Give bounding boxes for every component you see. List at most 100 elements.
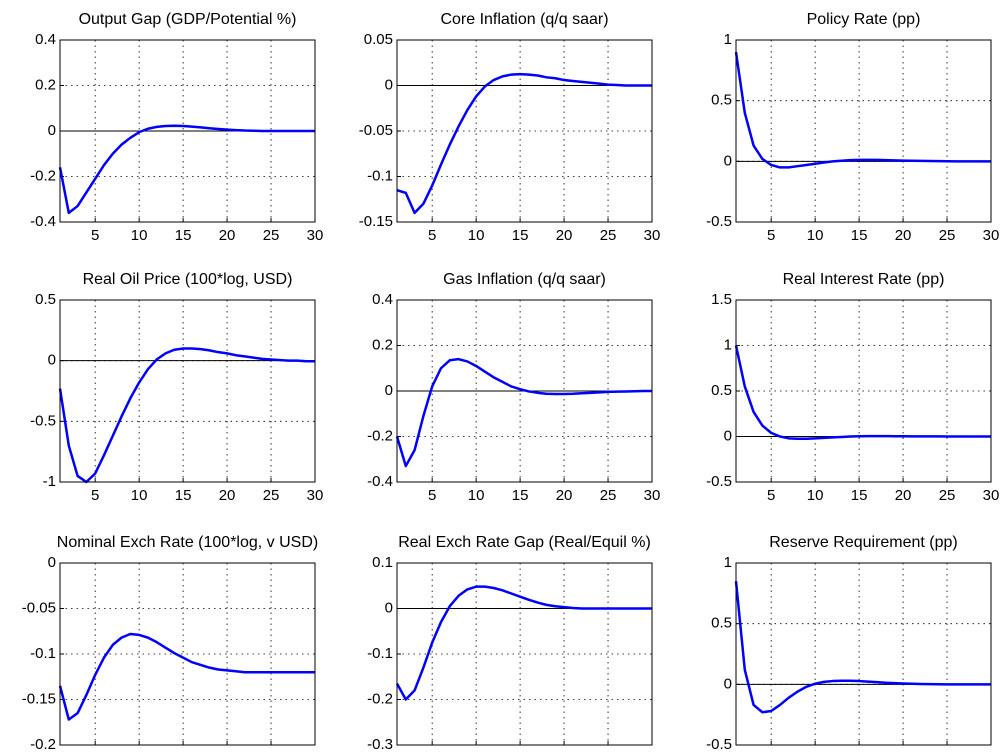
x-tick-label: 20 <box>219 227 236 244</box>
y-tick-label: 1 <box>724 336 732 353</box>
plot-frame <box>59 299 316 483</box>
y-tick-label: -0.1 <box>367 167 393 184</box>
y-tick-label: 0 <box>724 152 732 169</box>
chart-title: Nominal Exch Rate (100*log, v USD) <box>57 534 318 551</box>
plot-frame <box>396 39 653 223</box>
x-tick-label: 15 <box>851 227 868 244</box>
x-tick-label: 25 <box>939 487 956 504</box>
y-tick-label: -0.15 <box>359 213 393 230</box>
y-tick-label: -0.15 <box>22 690 56 707</box>
plot-frame <box>735 299 992 483</box>
y-tick-label: 0.05 <box>364 31 393 48</box>
y-tick-label: 0 <box>48 122 56 139</box>
y-tick-label: 0 <box>385 599 393 616</box>
plot-background <box>736 563 991 745</box>
y-tick-label: -0.4 <box>367 473 393 490</box>
plot-background <box>736 40 991 222</box>
y-tick-label: 1 <box>724 554 732 571</box>
x-tick-label: 10 <box>807 487 824 504</box>
plot-frame <box>59 562 316 746</box>
x-tick-label: 10 <box>468 227 485 244</box>
plot-frame <box>396 299 653 483</box>
x-tick-label: 20 <box>556 487 573 504</box>
chart-title: Real Oil Price (100*log, USD) <box>83 271 293 288</box>
x-tick-label: 25 <box>600 487 617 504</box>
series-line <box>734 581 991 714</box>
plot-frame <box>735 39 992 223</box>
y-tick-label: -0.2 <box>367 690 393 707</box>
x-tick-label: 30 <box>983 227 1000 244</box>
x-tick-label: 30 <box>307 227 324 244</box>
y-tick-label: 0 <box>48 554 56 571</box>
x-tick-label: 30 <box>307 487 324 504</box>
y-tick-label: 0.5 <box>711 382 732 399</box>
series-line <box>58 124 315 215</box>
x-tick-label: 25 <box>600 227 617 244</box>
y-tick-label: 0.4 <box>372 291 393 308</box>
chart-title: Gas Inflation (q/q saar) <box>443 271 606 288</box>
x-tick-label: 10 <box>468 487 485 504</box>
x-tick-label: 5 <box>767 227 775 244</box>
plot-frame <box>59 39 316 223</box>
x-tick-label: 25 <box>939 227 956 244</box>
y-tick-label: 0.2 <box>35 76 56 93</box>
x-tick-label: 5 <box>428 227 436 244</box>
x-tick-label: 10 <box>131 487 148 504</box>
chart-title: Reserve Requirement (pp) <box>769 534 958 551</box>
y-tick-label: -1 <box>43 473 56 490</box>
x-tick-label: 15 <box>512 227 529 244</box>
chart-title: Policy Rate (pp) <box>807 11 921 28</box>
y-tick-label: -0.5 <box>706 736 732 753</box>
chart-title: Real Exch Rate Gap (Real/Equil %) <box>398 534 651 551</box>
y-tick-label: -0.1 <box>367 645 393 662</box>
series-line <box>395 585 652 701</box>
x-tick-label: 25 <box>263 487 280 504</box>
y-tick-label: 0 <box>724 427 732 444</box>
y-tick-label: -0.3 <box>367 736 393 753</box>
y-tick-label: 0 <box>385 76 393 93</box>
x-tick-label: 15 <box>512 487 529 504</box>
series-line <box>58 632 315 721</box>
y-tick-label: -0.1 <box>30 645 56 662</box>
x-tick-label: 5 <box>91 227 99 244</box>
y-tick-label: -0.05 <box>22 599 56 616</box>
y-tick-label: 0.1 <box>372 554 393 571</box>
y-tick-label: 0.4 <box>35 31 56 48</box>
series-line <box>58 347 315 484</box>
chart-title: Output Gap (GDP/Potential %) <box>79 11 297 28</box>
x-tick-label: 30 <box>644 227 661 244</box>
y-tick-label: 1.5 <box>711 291 732 308</box>
y-tick-label: 0 <box>385 382 393 399</box>
chart-title: Real Interest Rate (pp) <box>783 271 945 288</box>
series-line <box>734 345 991 441</box>
x-tick-label: 5 <box>767 487 775 504</box>
y-tick-label: 0.2 <box>372 336 393 353</box>
y-tick-label: 0 <box>724 675 732 692</box>
plot-background <box>60 300 315 482</box>
x-tick-label: 20 <box>219 487 236 504</box>
x-tick-label: 20 <box>895 487 912 504</box>
x-tick-label: 10 <box>131 227 148 244</box>
x-tick-label: 15 <box>851 487 868 504</box>
y-tick-label: -0.5 <box>30 412 56 429</box>
series-line <box>734 51 991 169</box>
y-tick-label: -0.5 <box>706 473 732 490</box>
y-tick-label: -0.05 <box>359 122 393 139</box>
y-tick-label: -0.2 <box>367 427 393 444</box>
x-tick-label: 5 <box>428 487 436 504</box>
y-tick-label: 0 <box>48 352 56 369</box>
y-tick-label: -0.4 <box>30 213 56 230</box>
x-tick-label: 25 <box>263 227 280 244</box>
y-tick-label: 0.5 <box>35 291 56 308</box>
x-tick-label: 5 <box>91 487 99 504</box>
plot-frame <box>396 562 653 746</box>
x-tick-label: 15 <box>175 487 192 504</box>
y-tick-label: -0.2 <box>30 736 56 753</box>
x-tick-label: 30 <box>983 487 1000 504</box>
x-tick-label: 20 <box>895 227 912 244</box>
y-tick-label: 0.5 <box>711 615 732 632</box>
chart-title: Core Inflation (q/q saar) <box>440 11 608 28</box>
x-tick-label: 20 <box>556 227 573 244</box>
